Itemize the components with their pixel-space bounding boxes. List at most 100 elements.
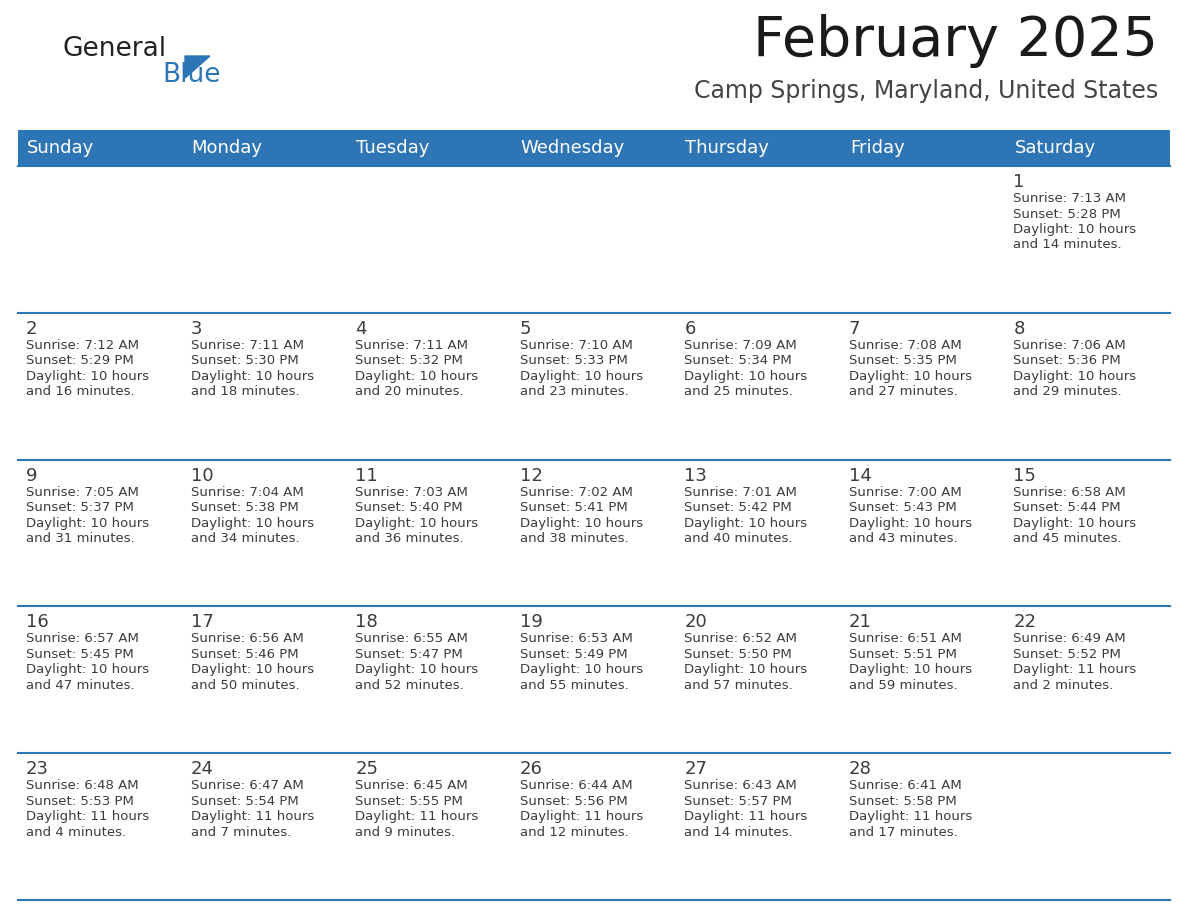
- Text: Sunrise: 6:56 AM: Sunrise: 6:56 AM: [190, 633, 303, 645]
- Text: Daylight: 10 hours: Daylight: 10 hours: [355, 517, 479, 530]
- Text: and 55 minutes.: and 55 minutes.: [519, 679, 628, 692]
- Text: 7: 7: [849, 319, 860, 338]
- Text: and 17 minutes.: and 17 minutes.: [849, 825, 958, 839]
- Text: Thursday: Thursday: [685, 139, 769, 157]
- Text: Sunrise: 6:58 AM: Sunrise: 6:58 AM: [1013, 486, 1126, 498]
- Text: Sunset: 5:58 PM: Sunset: 5:58 PM: [849, 795, 956, 808]
- Text: Sunrise: 7:10 AM: Sunrise: 7:10 AM: [519, 339, 632, 352]
- Text: Sunrise: 7:03 AM: Sunrise: 7:03 AM: [355, 486, 468, 498]
- Text: Sunset: 5:32 PM: Sunset: 5:32 PM: [355, 354, 463, 367]
- Text: Sunset: 5:28 PM: Sunset: 5:28 PM: [1013, 207, 1121, 220]
- Text: and 29 minutes.: and 29 minutes.: [1013, 386, 1121, 398]
- Text: Sunset: 5:55 PM: Sunset: 5:55 PM: [355, 795, 463, 808]
- Text: 6: 6: [684, 319, 696, 338]
- Text: Daylight: 10 hours: Daylight: 10 hours: [519, 370, 643, 383]
- Text: Sunrise: 7:05 AM: Sunrise: 7:05 AM: [26, 486, 139, 498]
- Text: 2: 2: [26, 319, 38, 338]
- Text: Sunrise: 6:52 AM: Sunrise: 6:52 AM: [684, 633, 797, 645]
- Text: Sunrise: 7:11 AM: Sunrise: 7:11 AM: [355, 339, 468, 352]
- Text: 11: 11: [355, 466, 378, 485]
- Text: Sunset: 5:42 PM: Sunset: 5:42 PM: [684, 501, 792, 514]
- Text: Sunset: 5:30 PM: Sunset: 5:30 PM: [190, 354, 298, 367]
- Text: Sunset: 5:36 PM: Sunset: 5:36 PM: [1013, 354, 1121, 367]
- Text: Sunrise: 6:51 AM: Sunrise: 6:51 AM: [849, 633, 962, 645]
- Text: and 7 minutes.: and 7 minutes.: [190, 825, 291, 839]
- Text: Wednesday: Wednesday: [520, 139, 625, 157]
- Text: Sunrise: 6:57 AM: Sunrise: 6:57 AM: [26, 633, 139, 645]
- Text: and 45 minutes.: and 45 minutes.: [1013, 532, 1121, 545]
- Text: Daylight: 11 hours: Daylight: 11 hours: [26, 811, 150, 823]
- Text: and 50 minutes.: and 50 minutes.: [190, 679, 299, 692]
- Text: Daylight: 10 hours: Daylight: 10 hours: [519, 664, 643, 677]
- Text: 24: 24: [190, 760, 214, 778]
- Text: and 36 minutes.: and 36 minutes.: [355, 532, 463, 545]
- Text: Daylight: 11 hours: Daylight: 11 hours: [684, 811, 808, 823]
- Text: 18: 18: [355, 613, 378, 632]
- Text: 14: 14: [849, 466, 872, 485]
- Text: 8: 8: [1013, 319, 1025, 338]
- Text: Daylight: 10 hours: Daylight: 10 hours: [849, 370, 972, 383]
- Text: and 14 minutes.: and 14 minutes.: [1013, 239, 1121, 252]
- Text: 19: 19: [519, 613, 543, 632]
- Text: Daylight: 10 hours: Daylight: 10 hours: [26, 370, 150, 383]
- Text: Daylight: 10 hours: Daylight: 10 hours: [684, 517, 808, 530]
- Text: 22: 22: [1013, 613, 1036, 632]
- Text: Daylight: 11 hours: Daylight: 11 hours: [355, 811, 479, 823]
- Text: Sunset: 5:44 PM: Sunset: 5:44 PM: [1013, 501, 1121, 514]
- Text: Sunrise: 7:06 AM: Sunrise: 7:06 AM: [1013, 339, 1126, 352]
- Text: 21: 21: [849, 613, 872, 632]
- Text: and 43 minutes.: and 43 minutes.: [849, 532, 958, 545]
- Text: Sunrise: 6:44 AM: Sunrise: 6:44 AM: [519, 779, 632, 792]
- Text: Sunset: 5:34 PM: Sunset: 5:34 PM: [684, 354, 792, 367]
- Text: and 25 minutes.: and 25 minutes.: [684, 386, 794, 398]
- Text: 15: 15: [1013, 466, 1036, 485]
- Text: and 14 minutes.: and 14 minutes.: [684, 825, 792, 839]
- Text: Sunrise: 6:48 AM: Sunrise: 6:48 AM: [26, 779, 139, 792]
- Text: Sunset: 5:50 PM: Sunset: 5:50 PM: [684, 648, 792, 661]
- Text: Sunset: 5:38 PM: Sunset: 5:38 PM: [190, 501, 298, 514]
- Text: Sunset: 5:33 PM: Sunset: 5:33 PM: [519, 354, 627, 367]
- Text: 3: 3: [190, 319, 202, 338]
- Text: Sunrise: 7:12 AM: Sunrise: 7:12 AM: [26, 339, 139, 352]
- Text: and 20 minutes.: and 20 minutes.: [355, 386, 463, 398]
- Text: Tuesday: Tuesday: [356, 139, 430, 157]
- Text: Monday: Monday: [191, 139, 263, 157]
- Text: 23: 23: [26, 760, 49, 778]
- Text: Sunrise: 7:01 AM: Sunrise: 7:01 AM: [684, 486, 797, 498]
- Text: Sunrise: 7:00 AM: Sunrise: 7:00 AM: [849, 486, 961, 498]
- Bar: [18, 166, 1170, 313]
- Text: 20: 20: [684, 613, 707, 632]
- Text: and 27 minutes.: and 27 minutes.: [849, 386, 958, 398]
- Bar: [18, 313, 1170, 460]
- Text: Daylight: 10 hours: Daylight: 10 hours: [684, 664, 808, 677]
- Text: Daylight: 10 hours: Daylight: 10 hours: [1013, 223, 1137, 236]
- Text: and 31 minutes.: and 31 minutes.: [26, 532, 134, 545]
- Text: Sunset: 5:45 PM: Sunset: 5:45 PM: [26, 648, 134, 661]
- Text: Daylight: 10 hours: Daylight: 10 hours: [684, 370, 808, 383]
- Text: Sunset: 5:43 PM: Sunset: 5:43 PM: [849, 501, 956, 514]
- Text: and 59 minutes.: and 59 minutes.: [849, 679, 958, 692]
- Text: Sunrise: 7:08 AM: Sunrise: 7:08 AM: [849, 339, 961, 352]
- Text: Daylight: 10 hours: Daylight: 10 hours: [26, 664, 150, 677]
- Text: and 16 minutes.: and 16 minutes.: [26, 386, 134, 398]
- Text: General: General: [62, 36, 166, 62]
- Text: Sunset: 5:51 PM: Sunset: 5:51 PM: [849, 648, 956, 661]
- Text: Sunset: 5:47 PM: Sunset: 5:47 PM: [355, 648, 463, 661]
- Text: and 23 minutes.: and 23 minutes.: [519, 386, 628, 398]
- Text: Sunset: 5:46 PM: Sunset: 5:46 PM: [190, 648, 298, 661]
- Text: 16: 16: [26, 613, 49, 632]
- Text: Saturday: Saturday: [1015, 139, 1095, 157]
- Text: Sunrise: 7:11 AM: Sunrise: 7:11 AM: [190, 339, 304, 352]
- Text: 4: 4: [355, 319, 367, 338]
- Text: Daylight: 10 hours: Daylight: 10 hours: [190, 517, 314, 530]
- Text: and 34 minutes.: and 34 minutes.: [190, 532, 299, 545]
- Text: Daylight: 10 hours: Daylight: 10 hours: [26, 517, 150, 530]
- Text: Sunrise: 6:53 AM: Sunrise: 6:53 AM: [519, 633, 632, 645]
- Text: Sunday: Sunday: [27, 139, 94, 157]
- Text: 10: 10: [190, 466, 213, 485]
- Text: Sunset: 5:40 PM: Sunset: 5:40 PM: [355, 501, 463, 514]
- Text: and 12 minutes.: and 12 minutes.: [519, 825, 628, 839]
- Text: and 38 minutes.: and 38 minutes.: [519, 532, 628, 545]
- Text: Sunset: 5:53 PM: Sunset: 5:53 PM: [26, 795, 134, 808]
- Text: Daylight: 10 hours: Daylight: 10 hours: [190, 370, 314, 383]
